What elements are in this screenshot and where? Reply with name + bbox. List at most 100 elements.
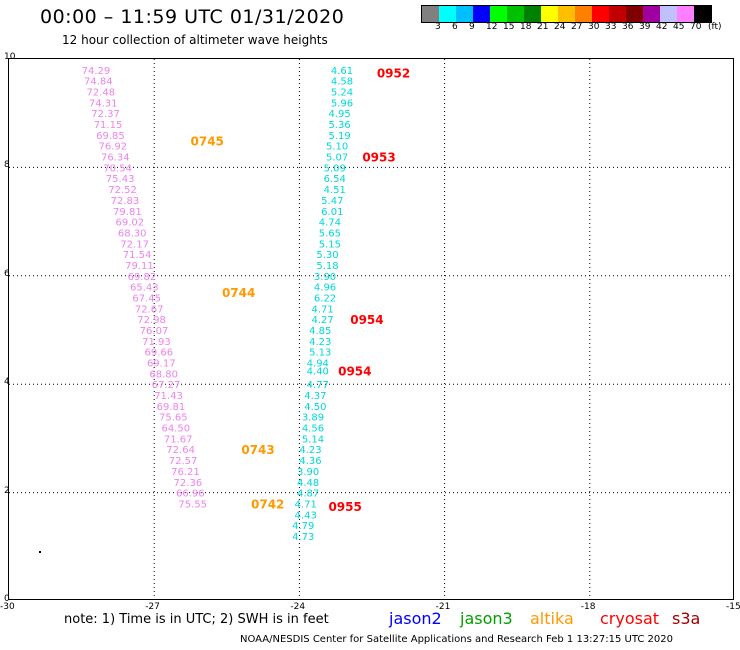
legend-label: 42 [656,22,668,32]
pass-time-label: 0952 [377,67,410,81]
swh-value-cryosat: 70.54 [103,163,132,174]
swh-value-cryosat: 79.11 [125,261,154,272]
legend-label: (ft) [708,22,722,32]
legend-swatch [592,6,609,22]
swh-value-cryosat: 74.84 [84,77,113,88]
swh-value-s3a: 4.51 [324,185,346,196]
swh-value-s3a: 5.96 [331,98,353,109]
legend-label: 18 [520,22,532,32]
legend-swatch [677,6,694,22]
swh-value-s3a: 4.71 [312,304,334,315]
swh-value-cryosat: 72.48 [86,88,115,99]
swh-value-s3a: 5.24 [331,88,353,99]
swh-value-cryosat: 67.45 [132,293,161,304]
swh-value-s3a: 4.40 [307,367,329,378]
legend-swatch [660,6,677,22]
legend-label: 45 [673,22,685,32]
legend-label: 3 [435,22,441,32]
legend-label: 9 [469,22,475,32]
swh-value-s3a: 4.23 [309,337,331,348]
legend-label: 12 [486,22,498,32]
swh-value-cryosat: 71.93 [142,337,171,348]
footnote: note: 1) Time is in UTC; 2) SWH is in fe… [64,612,329,627]
y-tick-label: 10 [4,52,16,62]
plot-area: 74.29 74.84 72.48 74.31 72.37 71.15 69.85 76.92… [8,58,735,601]
swh-value-s3a: 6.54 [324,174,346,185]
legend-swatch [490,6,507,22]
x-tick-label: -27 [145,602,160,612]
swh-value-cryosat: 71.15 [94,120,123,131]
legend-label: 39 [639,22,651,32]
pass-time-label: 0745 [191,134,224,148]
swh-value-s3a: 4.27 [312,315,334,326]
swh-value-cryosat: 72.83 [111,196,140,207]
swh-value-s3a: 5.65 [319,228,341,239]
swh-value-cryosat: 65.43 [130,283,159,294]
swh-value-cryosat: 64.50 [161,424,190,435]
swh-value-s3a: 5.07 [326,153,348,164]
swh-value-cryosat: 71.43 [154,391,183,402]
swh-value-cryosat: 72.52 [108,185,137,196]
swh-value-s3a: 4.58 [331,77,353,88]
pass-time-label: 0743 [241,443,274,457]
pass-time-label: 0744 [222,286,255,300]
swh-value-s3a: 6.01 [321,207,343,218]
swh-value-s3a: 5.14 [302,434,324,445]
swh-value-cryosat: 69.85 [96,131,125,142]
swh-value-cryosat: 75.43 [106,174,135,185]
swh-value-s3a: 3.89 [302,413,324,424]
x-tick-label: -21 [435,602,451,612]
swh-value-s3a: 6.22 [314,293,336,304]
swh-value-s3a: 4.71 [295,499,317,510]
credit-line: NOAA/NESDIS Center for Satellite Applica… [240,634,673,645]
swh-value-cryosat: 72.37 [91,109,120,120]
swh-value-cryosat: 76.21 [171,467,200,478]
y-tick-label: 2 [4,485,10,496]
legend-label: 15 [503,22,515,32]
swh-value-s3a: 5.09 [324,163,346,174]
pass-time-label: 0742 [251,497,284,511]
pass-time-label: 0953 [362,151,395,165]
y-tick-label: 0 [4,594,10,604]
legend-label: 21 [537,22,549,32]
swh-value-cryosat: 76.34 [101,153,130,164]
color-legend [421,5,712,23]
x-tick-label: -15 [726,602,740,612]
swh-value-s3a: 4.95 [328,109,350,120]
swh-value-cryosat: 71.67 [164,434,193,445]
swh-value-cryosat: 69.81 [157,402,186,413]
legend-label: 30 [588,22,600,32]
legend-swatch [524,6,541,22]
satellite-legend-jason3: jason3 [460,609,513,628]
legend-swatch [643,6,660,22]
y-tick-label: 6 [4,268,10,279]
swh-value-cryosat: 69.82 [128,272,157,283]
swh-value-cryosat: 74.31 [89,98,118,109]
swh-value-s3a: 4.85 [309,326,331,337]
legend-swatch [473,6,490,22]
map-subtitle: 12 hour collection of altimeter wave hei… [62,33,328,47]
swh-value-cryosat: 68.30 [118,228,147,239]
swh-value-s3a: 4.50 [304,402,326,413]
swh-value-s3a: 5.13 [309,348,331,359]
swh-value-cryosat: 79.81 [113,207,142,218]
swh-value-cryosat: 68.80 [149,369,178,380]
swh-value-s3a: 4.73 [292,532,314,543]
swh-value-cryosat: 72.57 [169,456,198,467]
legend-swatch [626,6,643,22]
swh-value-s3a: 3.90 [314,272,336,283]
map-title: 00:00 – 11:59 UTC 01/31/2020 [40,6,345,28]
swh-value-cryosat: 74.29 [82,66,111,77]
legend-swatch [694,6,711,22]
swh-value-s3a: 4.94 [307,359,329,370]
legend-label: 33 [605,22,617,32]
legend-label: 27 [571,22,583,32]
pass-time-label: 0954 [350,313,383,327]
swh-value-cryosat: 69.17 [147,359,176,370]
satellite-legend-jason2: jason2 [389,609,442,628]
swh-value-s3a: 4.77 [307,380,329,391]
swh-value-cryosat: 75.65 [159,413,188,424]
plot-svg: 74.2974.8472.4874.3172.3771.1569.8576.92… [9,59,735,601]
swh-value-s3a: 4.96 [314,283,336,294]
swh-value-cryosat: 76.92 [99,142,128,153]
